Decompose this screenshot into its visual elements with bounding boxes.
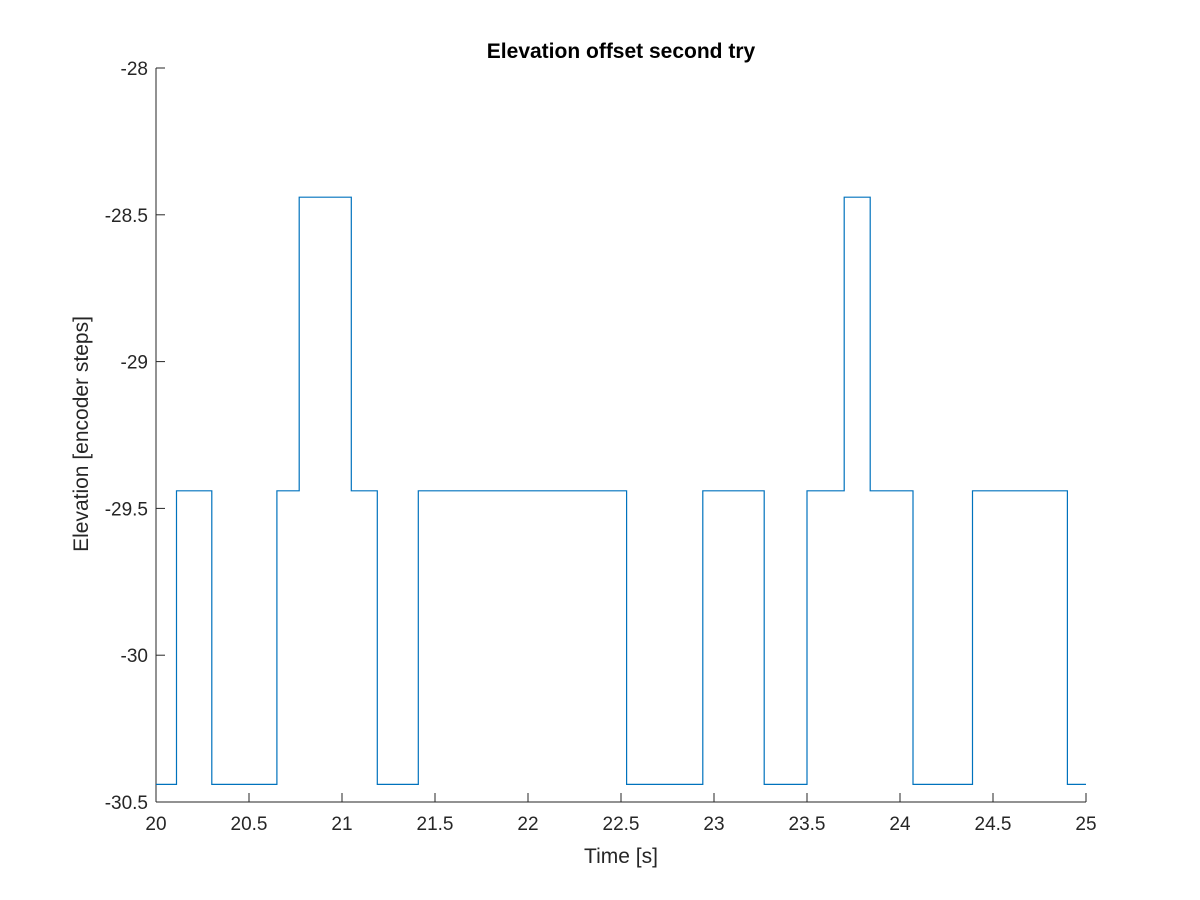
x-tick-label: 21	[331, 814, 352, 835]
y-tick-label: -29.5	[105, 499, 148, 520]
chart-title: Elevation offset second try	[487, 40, 756, 63]
x-tick-label: 20	[145, 814, 166, 835]
x-tick-label: 23	[703, 814, 724, 835]
x-ticks: 20 20.5 21 21.5 22 22.5 23 23.5 24 24.5 25	[145, 793, 1097, 835]
x-tick-label: 22.5	[603, 814, 640, 835]
plot-axes: 20 20.5 21 21.5 22 22.5 23 23.5 24 24.5 25 -30.5-3…	[105, 59, 1097, 835]
y-tick-label: -30	[121, 646, 148, 667]
y-tick-label: -30.5	[105, 793, 148, 814]
y-tick-label: -29	[121, 353, 148, 374]
x-tick-label: 20.5	[231, 814, 268, 835]
series-line	[156, 196, 1086, 785]
x-tick-label: 24	[889, 814, 911, 835]
x-tick-label: 23.5	[789, 814, 826, 835]
x-tick-label: 22	[517, 814, 538, 835]
y-tick-label: -28.5	[105, 206, 148, 227]
y-axis-label: Elevation [encoder steps]	[70, 316, 93, 552]
x-tick-label: 21.5	[417, 814, 454, 835]
y-tick-label: -28	[121, 59, 148, 80]
x-tick-label: 25	[1075, 814, 1096, 835]
x-axis-label: Time [s]	[584, 845, 658, 868]
x-tick-label: 24.5	[975, 814, 1012, 835]
y-ticks: -30.5 -30 -29.5 -29 -28.5 -28	[105, 59, 165, 814]
